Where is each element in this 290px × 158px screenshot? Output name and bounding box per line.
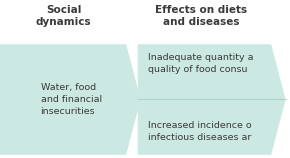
Text: Increased incidence o
infectious diseases ar: Increased incidence o infectious disease… (148, 121, 251, 142)
Text: Social
dynamics: Social dynamics (36, 5, 92, 27)
Text: Effects on diets
and diseases: Effects on diets and diseases (155, 5, 248, 27)
Polygon shape (138, 44, 286, 155)
Text: Water, food
and financial
insecurities: Water, food and financial insecurities (41, 83, 102, 116)
Polygon shape (0, 44, 141, 155)
Text: Inadequate quantity a
quality of food consu: Inadequate quantity a quality of food co… (148, 53, 253, 74)
